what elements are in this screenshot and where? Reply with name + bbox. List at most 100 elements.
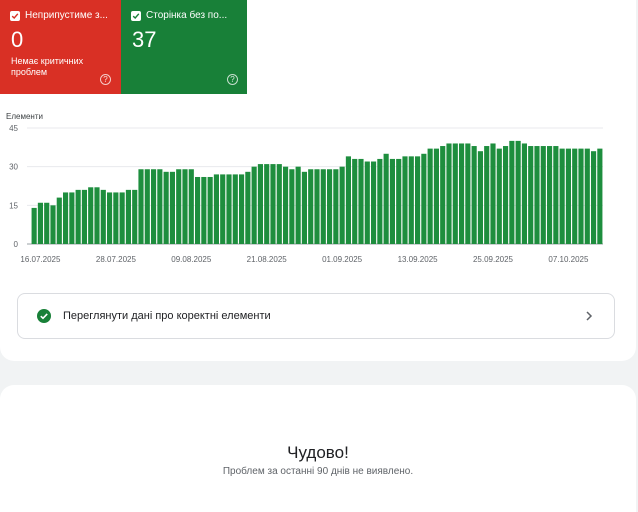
chart-bar[interactable] — [546, 146, 553, 244]
chart-bar[interactable] — [597, 148, 603, 244]
chart-bar[interactable] — [402, 156, 408, 244]
chart-bar[interactable] — [169, 171, 175, 244]
chart-bar[interactable] — [408, 156, 414, 244]
chart-bar[interactable] — [370, 161, 377, 244]
chart-bar[interactable] — [345, 156, 351, 244]
chart-bar[interactable] — [515, 140, 521, 244]
chart-bar[interactable] — [433, 148, 439, 244]
chart-bar[interactable] — [490, 143, 496, 244]
chart-bar[interactable] — [389, 158, 395, 244]
chart-bar[interactable] — [396, 158, 402, 244]
chart-bar[interactable] — [339, 166, 345, 244]
chart-bar[interactable] — [163, 171, 169, 244]
chart-bar[interactable] — [326, 169, 333, 244]
chart-bar[interactable] — [270, 164, 276, 244]
chart-bar[interactable] — [213, 174, 219, 244]
chart-bar[interactable] — [100, 189, 106, 244]
chart-bar[interactable] — [364, 161, 370, 244]
check-box-icon[interactable] — [131, 10, 141, 21]
view-valid-items-row[interactable]: Переглянути дані про коректні елементи — [17, 293, 615, 339]
chart-bar[interactable] — [144, 169, 150, 244]
chart-bar[interactable] — [194, 176, 201, 244]
chart-bar[interactable] — [521, 143, 527, 244]
chart-bar[interactable] — [308, 169, 314, 244]
chart-bar[interactable] — [553, 146, 559, 244]
chart-bar[interactable] — [440, 146, 446, 244]
chart-bar[interactable] — [358, 158, 364, 244]
chart-bar[interactable] — [150, 169, 157, 244]
chart-bar[interactable] — [320, 169, 326, 244]
chart-bar[interactable] — [50, 205, 56, 244]
chart-bar[interactable] — [188, 169, 194, 244]
chart-bar[interactable] — [496, 148, 502, 244]
chart-bar[interactable] — [119, 192, 125, 244]
chart-bar[interactable] — [257, 164, 263, 244]
chart-bar[interactable] — [282, 166, 289, 244]
chart-bar[interactable] — [471, 146, 477, 244]
chart-bar[interactable] — [484, 146, 490, 244]
chart-bar[interactable] — [176, 169, 182, 244]
chart-bar[interactable] — [414, 156, 421, 244]
chart-bar[interactable] — [421, 153, 427, 244]
chart-bar[interactable] — [590, 151, 597, 244]
chart-bar[interactable] — [572, 148, 578, 244]
chart-bar[interactable] — [458, 143, 465, 244]
chart-bar[interactable] — [383, 153, 389, 244]
chart-bar[interactable] — [509, 140, 515, 244]
chart-bar[interactable] — [88, 187, 94, 244]
chart-bar[interactable] — [75, 189, 81, 244]
chart-bar[interactable] — [226, 174, 232, 244]
error-tile[interactable]: Неприпустиме з... 0 Немає критичних проб… — [0, 0, 121, 94]
chart-bar[interactable] — [138, 169, 144, 244]
chart-bar[interactable] — [452, 143, 458, 244]
chart-bar[interactable] — [333, 169, 339, 244]
chart-bar[interactable] — [207, 176, 213, 244]
chart-bar[interactable] — [295, 166, 301, 244]
chart-bar[interactable] — [201, 176, 207, 244]
chart-bar[interactable] — [220, 174, 226, 244]
chart-bar[interactable] — [559, 148, 565, 244]
chart-bar[interactable] — [238, 174, 245, 244]
chart-bar[interactable] — [377, 158, 383, 244]
chart-bar[interactable] — [245, 171, 251, 244]
chart-bar[interactable] — [56, 197, 62, 244]
chart-bar[interactable] — [565, 148, 571, 244]
chart-bar[interactable] — [106, 192, 113, 244]
valid-tile[interactable]: Сторінка без по... 37 ? — [121, 0, 247, 94]
chart-bar[interactable] — [94, 187, 100, 244]
chart-bar[interactable] — [69, 192, 75, 244]
chart-bar[interactable] — [251, 166, 257, 244]
chart-bar[interactable] — [132, 189, 138, 244]
chart-bar[interactable] — [125, 189, 131, 244]
help-icon[interactable]: ? — [100, 74, 111, 85]
chart-bar[interactable] — [578, 148, 584, 244]
chart-bar[interactable] — [352, 158, 358, 244]
x-tick-label: 09.08.2025 — [171, 255, 212, 264]
chart-bar[interactable] — [113, 192, 119, 244]
chart-bar[interactable] — [157, 169, 163, 244]
valid-tile-label: Сторінка без по... — [146, 10, 228, 21]
chart-bar[interactable] — [289, 169, 295, 244]
chart-bar[interactable] — [314, 169, 320, 244]
chart-bar[interactable] — [264, 164, 270, 244]
help-icon[interactable]: ? — [227, 74, 238, 85]
chart-bar[interactable] — [427, 148, 433, 244]
chart-bar[interactable] — [584, 148, 590, 244]
chart-bar[interactable] — [540, 146, 546, 244]
chart-bar[interactable] — [446, 143, 452, 244]
chart-bar[interactable] — [534, 146, 540, 244]
chart-bar[interactable] — [81, 189, 87, 244]
chart-bar[interactable] — [465, 143, 471, 244]
chart-bar[interactable] — [301, 171, 307, 244]
chart-bar[interactable] — [276, 164, 282, 244]
chart-bar[interactable] — [182, 169, 188, 244]
chart-bar[interactable] — [477, 151, 483, 244]
chart-bar[interactable] — [62, 192, 69, 244]
chart-bar[interactable] — [232, 174, 238, 244]
chart-bar[interactable] — [31, 207, 37, 244]
chart-bar[interactable] — [37, 202, 43, 244]
chart-bar[interactable] — [528, 146, 534, 244]
chart-bar[interactable] — [502, 146, 509, 244]
check-box-icon[interactable] — [10, 10, 20, 21]
chart-bar[interactable] — [44, 202, 50, 244]
